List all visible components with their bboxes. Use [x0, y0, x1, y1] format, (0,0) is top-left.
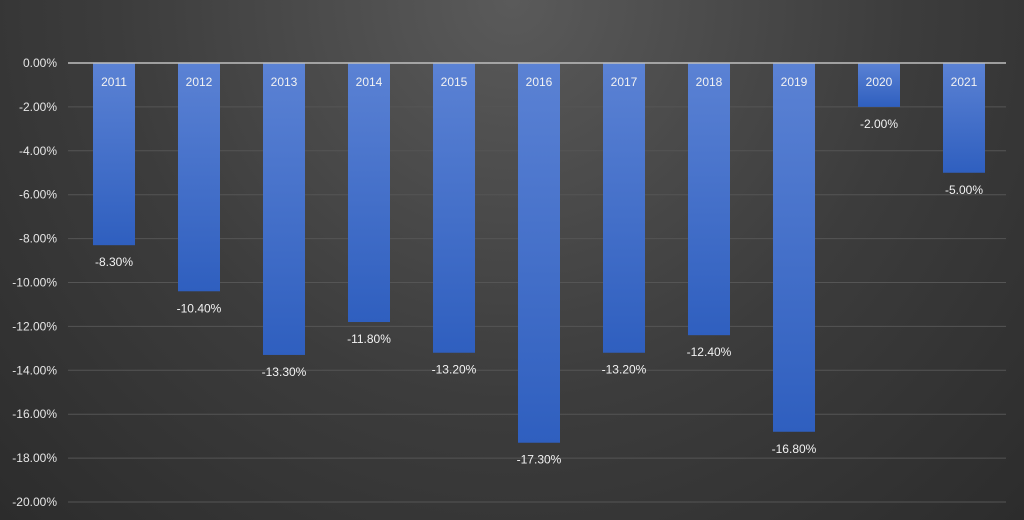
category-label: 2020 [866, 75, 893, 89]
bar [348, 63, 390, 323]
data-label: -11.80% [347, 332, 391, 346]
data-label: -5.00% [945, 183, 983, 197]
bar [773, 63, 815, 432]
bar [178, 63, 220, 292]
y-tick-label: -4.00% [19, 144, 57, 158]
y-tick-label: -8.00% [19, 232, 57, 246]
bar [943, 63, 985, 173]
bar [858, 63, 900, 107]
category-label: 2021 [951, 75, 978, 89]
labels: 2011 -8.30% 2012 -10.40% 2013 -13.30% 2014 -11.… [95, 75, 983, 467]
y-tick-label: -14.00% [12, 363, 57, 377]
category-label: 2013 [271, 75, 298, 89]
data-label: -13.20% [602, 363, 647, 377]
data-label: -8.30% [95, 255, 133, 269]
bar [518, 63, 560, 443]
y-tick-label: -18.00% [12, 451, 57, 465]
y-tick-label: 0.00% [23, 56, 57, 70]
y-tick-label: -6.00% [19, 188, 57, 202]
y-axis-tick-labels: 0.00% -2.00% -4.00% -6.00% -8.00% -10.00% -12.… [12, 56, 57, 509]
bar [93, 63, 135, 246]
category-label: 2014 [356, 75, 383, 89]
y-tick-label: -16.00% [12, 407, 57, 421]
data-label: -10.40% [177, 301, 222, 315]
data-label: -17.30% [517, 453, 562, 467]
category-label: 2019 [781, 75, 808, 89]
category-label: 2018 [696, 75, 723, 89]
data-label: -2.00% [860, 117, 898, 131]
category-label: 2011 [101, 75, 127, 89]
y-tick-label: -20.00% [12, 495, 57, 509]
bar [263, 63, 305, 355]
y-tick-label: -2.00% [19, 100, 57, 114]
data-label: -13.20% [432, 363, 477, 377]
data-label: -13.30% [262, 365, 307, 379]
data-label: -12.40% [687, 345, 732, 359]
bars [93, 63, 985, 443]
bar [688, 63, 730, 336]
category-label: 2016 [526, 75, 553, 89]
y-tick-label: -10.00% [12, 276, 57, 290]
bar [433, 63, 475, 353]
y-tick-label: -12.00% [12, 319, 57, 333]
category-label: 2012 [186, 75, 213, 89]
bar [603, 63, 645, 353]
data-label: -16.80% [772, 442, 817, 456]
category-label: 2017 [611, 75, 638, 89]
category-label: 2015 [441, 75, 468, 89]
